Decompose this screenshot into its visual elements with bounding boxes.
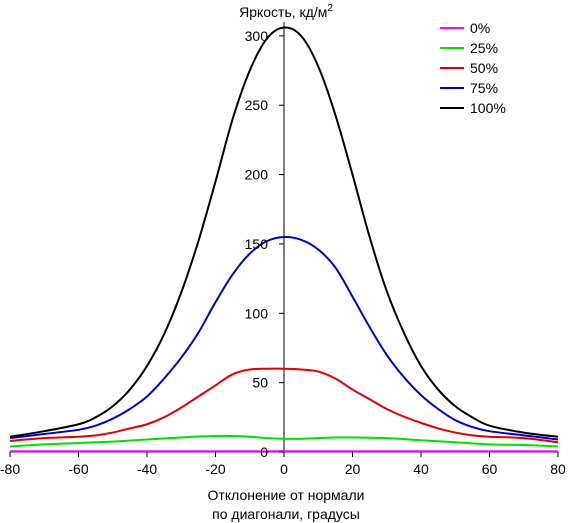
- x-axis-title-line2: по диагонали, градусы: [212, 506, 360, 522]
- series-line-1: [9, 434, 559, 448]
- x-tick-label: -80: [0, 461, 20, 477]
- chart-title: Яркость, кд/м2: [239, 3, 333, 20]
- legend-label: 75%: [470, 80, 498, 96]
- x-tick-label: 40: [413, 461, 429, 477]
- x-axis-title-line1: Отклонение от нормали: [208, 487, 365, 503]
- legend-label: 0%: [470, 20, 490, 36]
- x-tick-label: 20: [345, 461, 361, 477]
- x-tick-label: 0: [280, 461, 288, 477]
- y-tick-label: 200: [245, 167, 269, 183]
- x-tick-label: -60: [68, 461, 88, 477]
- y-tick-label: 100: [245, 305, 269, 321]
- chart-title-text: Яркость, кд/м: [239, 4, 327, 20]
- x-tick-label: -40: [137, 461, 157, 477]
- legend-label: 25%: [470, 40, 498, 56]
- y-tick-label: 150: [245, 236, 269, 252]
- legend-label: 50%: [470, 60, 498, 76]
- series-line-3: [9, 235, 559, 441]
- y-tick-label: 300: [245, 28, 269, 44]
- x-tick-label: 60: [482, 461, 498, 477]
- legend-label: 100%: [470, 100, 506, 116]
- series-layer: [9, 26, 559, 453]
- series-line-4: [9, 26, 559, 438]
- series-line-2: [9, 367, 559, 444]
- x-tick-label: 80: [550, 461, 566, 477]
- ticks-layer: -80 -60 -40 -20 0 20 40 60 80 0 50 100 150 200 250 300: [0, 28, 566, 477]
- chart-title-superscript: 2: [327, 3, 333, 14]
- legend: 0% 25% 50% 75% 100%: [440, 20, 506, 116]
- y-tick-label: 50: [252, 375, 268, 391]
- x-tick-label: -20: [205, 461, 225, 477]
- y-tick-label: 250: [245, 97, 269, 113]
- y-tick-label: 0: [260, 444, 268, 460]
